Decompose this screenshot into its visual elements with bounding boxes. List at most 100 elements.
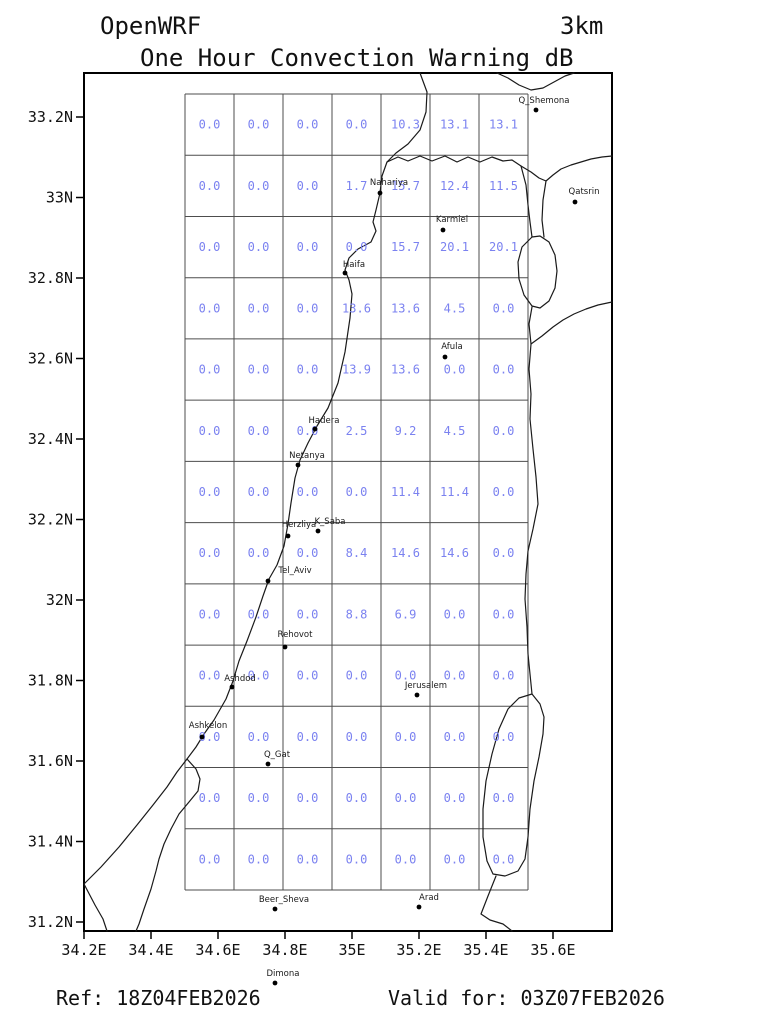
city-dot (229, 684, 235, 690)
grid-value: 20.1 (440, 240, 469, 254)
city-dot (572, 199, 578, 205)
grid-value: 13.6 (391, 301, 420, 315)
grid-value: 0.0 (248, 485, 270, 499)
grid-value: 13.1 (440, 118, 469, 132)
x-axis-tick-label: 34.8E (262, 941, 307, 959)
city-dot (440, 227, 446, 233)
grid-value: 0.0 (248, 730, 270, 744)
grid-value: 11.4 (440, 485, 469, 499)
grid-value: 0.0 (297, 791, 319, 805)
y-axis-tick-label: 32.6N (28, 350, 73, 368)
y-axis-tick-label: 32.8N (28, 269, 73, 287)
city-label: Herzliya (282, 520, 317, 530)
grid-value: 0.0 (297, 179, 319, 193)
y-axis-tick-label: 32.4N (28, 430, 73, 448)
grid-value: 0.0 (395, 852, 417, 866)
grid-value: 8.8 (346, 607, 368, 621)
city-label: Netanya (289, 451, 325, 461)
resolution-label: 3km (560, 12, 604, 40)
grid-value: 0.0 (297, 118, 319, 132)
grid-value: 0.0 (199, 546, 221, 560)
city-label: Karmiel (436, 215, 468, 225)
y-axis-tick-label: 31.6N (28, 752, 73, 770)
y-axis-tick-label: 33.2N (28, 108, 73, 126)
city-dot (342, 270, 348, 276)
grid-value: 0.0 (248, 669, 270, 683)
grid-value: 1.7 (346, 179, 368, 193)
grid-value: 2.5 (346, 424, 368, 438)
sea-of-galilee (517, 235, 558, 309)
grid-value: 0.0 (493, 730, 515, 744)
syria-border-north (496, 72, 575, 91)
grid-value: 14.6 (440, 546, 469, 560)
gaza-border (135, 758, 201, 932)
city-label: Rehovot (278, 630, 314, 640)
city-label: Arad (419, 893, 439, 903)
grid-value: 0.0 (493, 852, 515, 866)
grid-value: 0.0 (493, 485, 515, 499)
grid-value: 0.0 (444, 791, 466, 805)
coastline-borders (83, 72, 613, 932)
grid-value: 0.0 (297, 730, 319, 744)
grid-value: 0.0 (395, 730, 417, 744)
y-axis-tick-label: 32N (46, 591, 73, 609)
x-axis-tick-label: 34.4E (128, 941, 173, 959)
city-dot (414, 692, 420, 698)
reference-time-label: Ref: 18Z04FEB2026 (56, 986, 261, 1010)
grid-value: 0.0 (297, 852, 319, 866)
city-label: Nahariya (370, 178, 408, 188)
city-dot (265, 578, 271, 584)
grid-value: 11.5 (489, 179, 518, 193)
grid-value: 0.0 (199, 301, 221, 315)
grid-value: 13.1 (489, 118, 518, 132)
y-axis-tick-label: 32.2N (28, 511, 73, 529)
grid-value: 0.0 (395, 791, 417, 805)
hula-valley-west (520, 165, 533, 238)
city-dot (285, 533, 291, 539)
city-dot (295, 462, 301, 468)
x-axis-tick-label: 35.4E (463, 941, 508, 959)
city-dot (312, 426, 318, 432)
grid-value: 0.0 (346, 669, 368, 683)
jordan-border-east (530, 301, 613, 345)
x-axis-tick-label: 35.2E (396, 941, 441, 959)
grid-value: 0.0 (199, 485, 221, 499)
grid-value: 0.0 (493, 424, 515, 438)
grid-value: 14.6 (391, 546, 420, 560)
grid-value: 0.0 (297, 301, 319, 315)
grid-value: 0.0 (493, 301, 515, 315)
city-label: Qatsrin (569, 187, 600, 197)
city-label: Q_Gat (264, 750, 291, 760)
grid-value: 0.0 (493, 363, 515, 377)
city-label: Dimona (267, 969, 300, 979)
grid-value: 0.0 (297, 546, 319, 560)
city-label: Tel_Aviv (277, 566, 311, 576)
x-axis-tick-label: 34.6E (195, 941, 240, 959)
arava-line (480, 875, 513, 932)
grid-value: 0.0 (297, 485, 319, 499)
grid-value: 0.0 (248, 240, 270, 254)
grid-value: 20.1 (489, 240, 518, 254)
x-axis-tick-label: 34.2E (61, 941, 106, 959)
city-dot (533, 107, 539, 113)
city-label: Hadera (309, 416, 340, 426)
grid-value: 0.0 (199, 118, 221, 132)
grid-value: 0.0 (346, 852, 368, 866)
grid-value: 0.0 (493, 669, 515, 683)
city-dot (416, 904, 422, 910)
grid-value: 12.4 (440, 179, 469, 193)
grid-value: 0.0 (199, 179, 221, 193)
product-title: One Hour Convection Warning dB (140, 44, 574, 72)
egypt-border (83, 883, 108, 932)
hula-valley-east (541, 180, 547, 238)
grid-value: 0.0 (297, 424, 319, 438)
grid-value: 0.0 (297, 240, 319, 254)
grid-value: 0.0 (199, 852, 221, 866)
x-axis-tick-label: 35E (338, 941, 365, 959)
y-axis-tick-label: 31.8N (28, 672, 73, 690)
y-axis-tick-label: 31.2N (28, 913, 73, 931)
city-label: K_Saba (314, 517, 345, 527)
grid-value: 0.0 (297, 607, 319, 621)
